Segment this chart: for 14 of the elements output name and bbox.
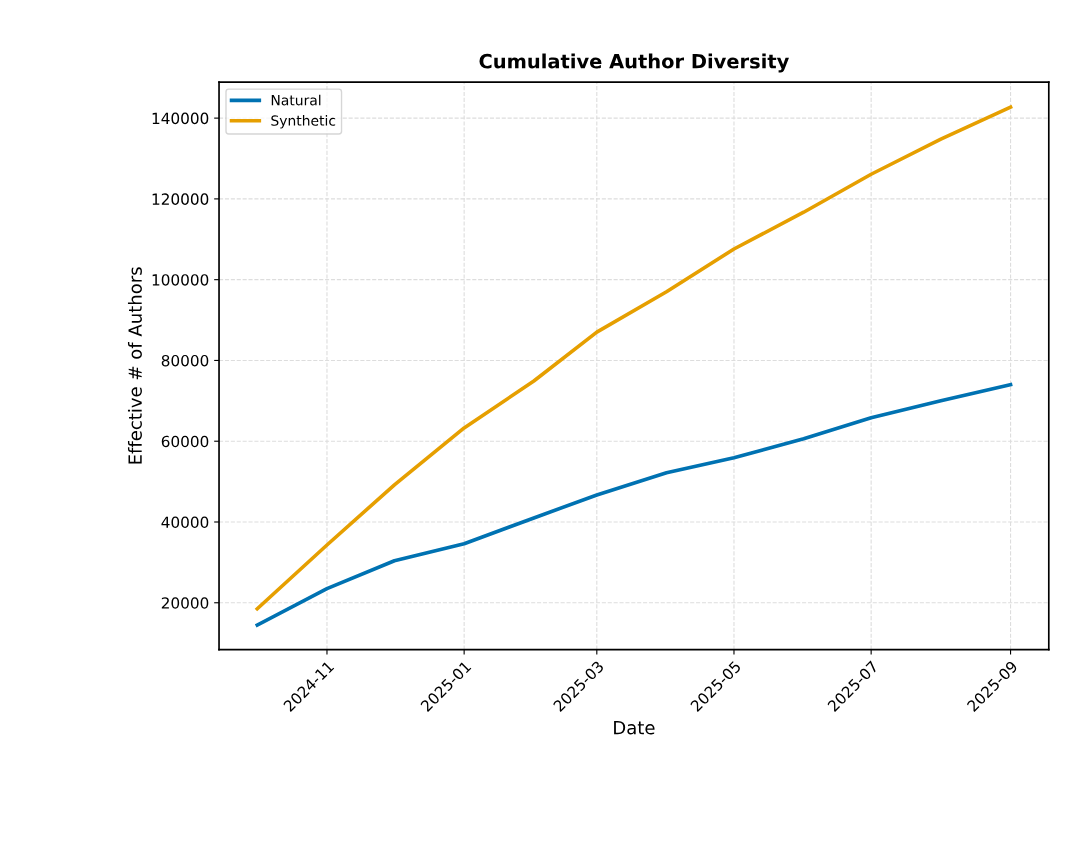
line-series [255,105,1013,611]
y-tick-label: 140000 [152,112,209,125]
legend-label: Natural [271,94,321,106]
chart-title: Cumulative Author Diversity [479,53,789,73]
y-tick-label: 120000 [152,193,209,205]
line-series [255,382,1013,627]
y-tick-label: 60000 [161,435,209,448]
y-tick-label: 40000 [161,516,209,529]
y-axis-title: Effective # of Authors [127,267,142,464]
y-tick-label: 80000 [161,354,209,367]
y-tick-label: 20000 [161,597,209,609]
x-axis-title: Date [614,721,655,735]
y-tick-label: 100000 [152,274,209,286]
legend-label: Synthetic [271,115,336,129]
